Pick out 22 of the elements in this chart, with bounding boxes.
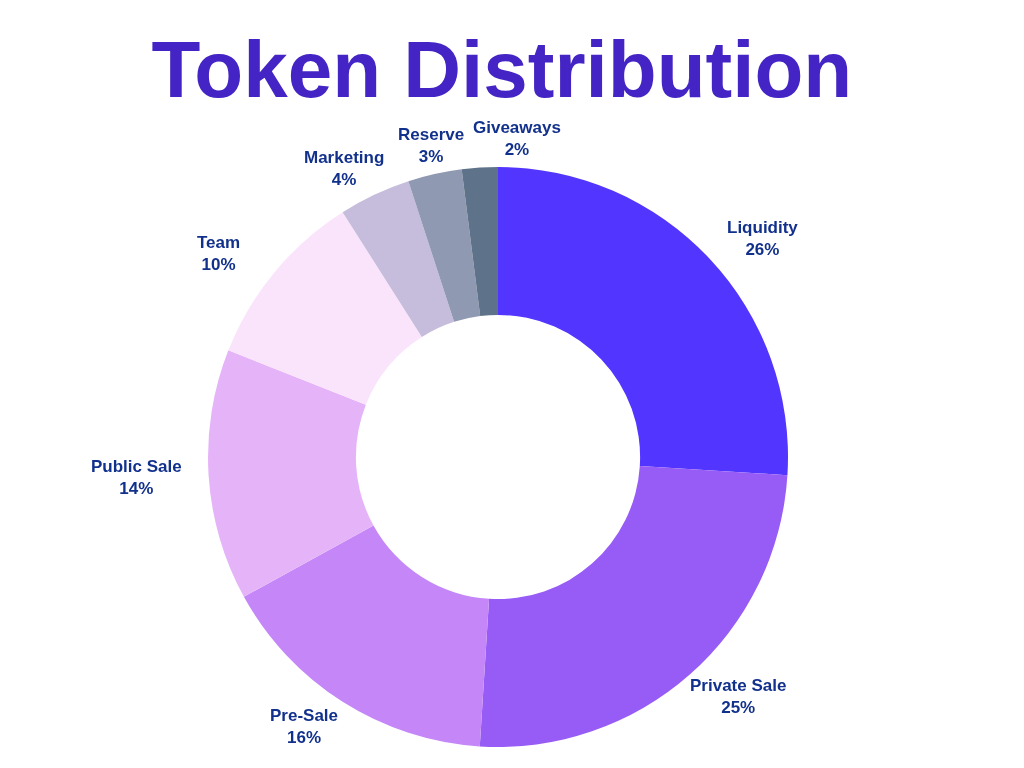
- donut-slice: [479, 465, 788, 747]
- slice-label: Pre-Sale: [270, 706, 339, 725]
- donut-slice: [208, 350, 374, 597]
- data-label: 16%: [287, 728, 322, 748]
- donut-slice: [461, 167, 498, 317]
- chart-title: Token Distribution: [151, 25, 853, 114]
- slice-label: Marketing: [304, 148, 385, 167]
- data-label: 2%: [504, 140, 530, 160]
- slice-label: Team: [197, 233, 241, 252]
- data-label: 4%: [331, 170, 357, 190]
- slice-label: Private Sale: [690, 676, 787, 695]
- data-label: 26%: [745, 240, 780, 260]
- data-label: 25%: [721, 698, 756, 718]
- slice-label: Public Sale: [91, 457, 182, 476]
- data-label: 14%: [119, 479, 154, 499]
- data-label: 10%: [201, 255, 236, 275]
- donut-slice: [243, 525, 490, 747]
- data-label: 3%: [418, 147, 444, 167]
- slice-label: Giveaways: [473, 118, 561, 137]
- slice-label: Liquidity: [727, 218, 799, 237]
- slice-label: Reserve: [398, 125, 465, 144]
- donut-slice: [408, 169, 481, 322]
